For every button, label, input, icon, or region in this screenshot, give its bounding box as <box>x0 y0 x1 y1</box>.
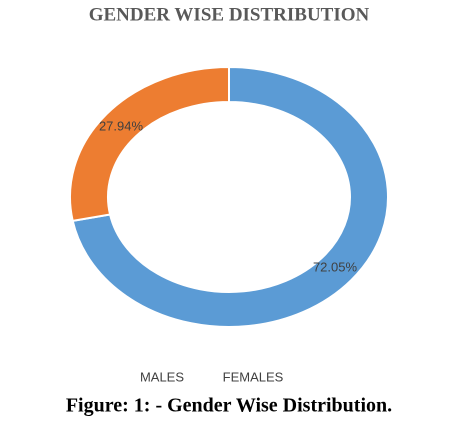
data-label: 27.94% <box>99 118 144 133</box>
donut-slice <box>69 65 230 223</box>
caption: Figure: 1: - Gender Wise Distribution. <box>66 395 392 417</box>
data-label: 72.05% <box>313 259 358 274</box>
legend-label: FEMALES <box>223 369 284 384</box>
legend-label: MALES <box>140 369 184 384</box>
donut-slice <box>71 65 389 328</box>
chart-title: GENDER WISE DISTRIBUTION <box>89 4 370 25</box>
